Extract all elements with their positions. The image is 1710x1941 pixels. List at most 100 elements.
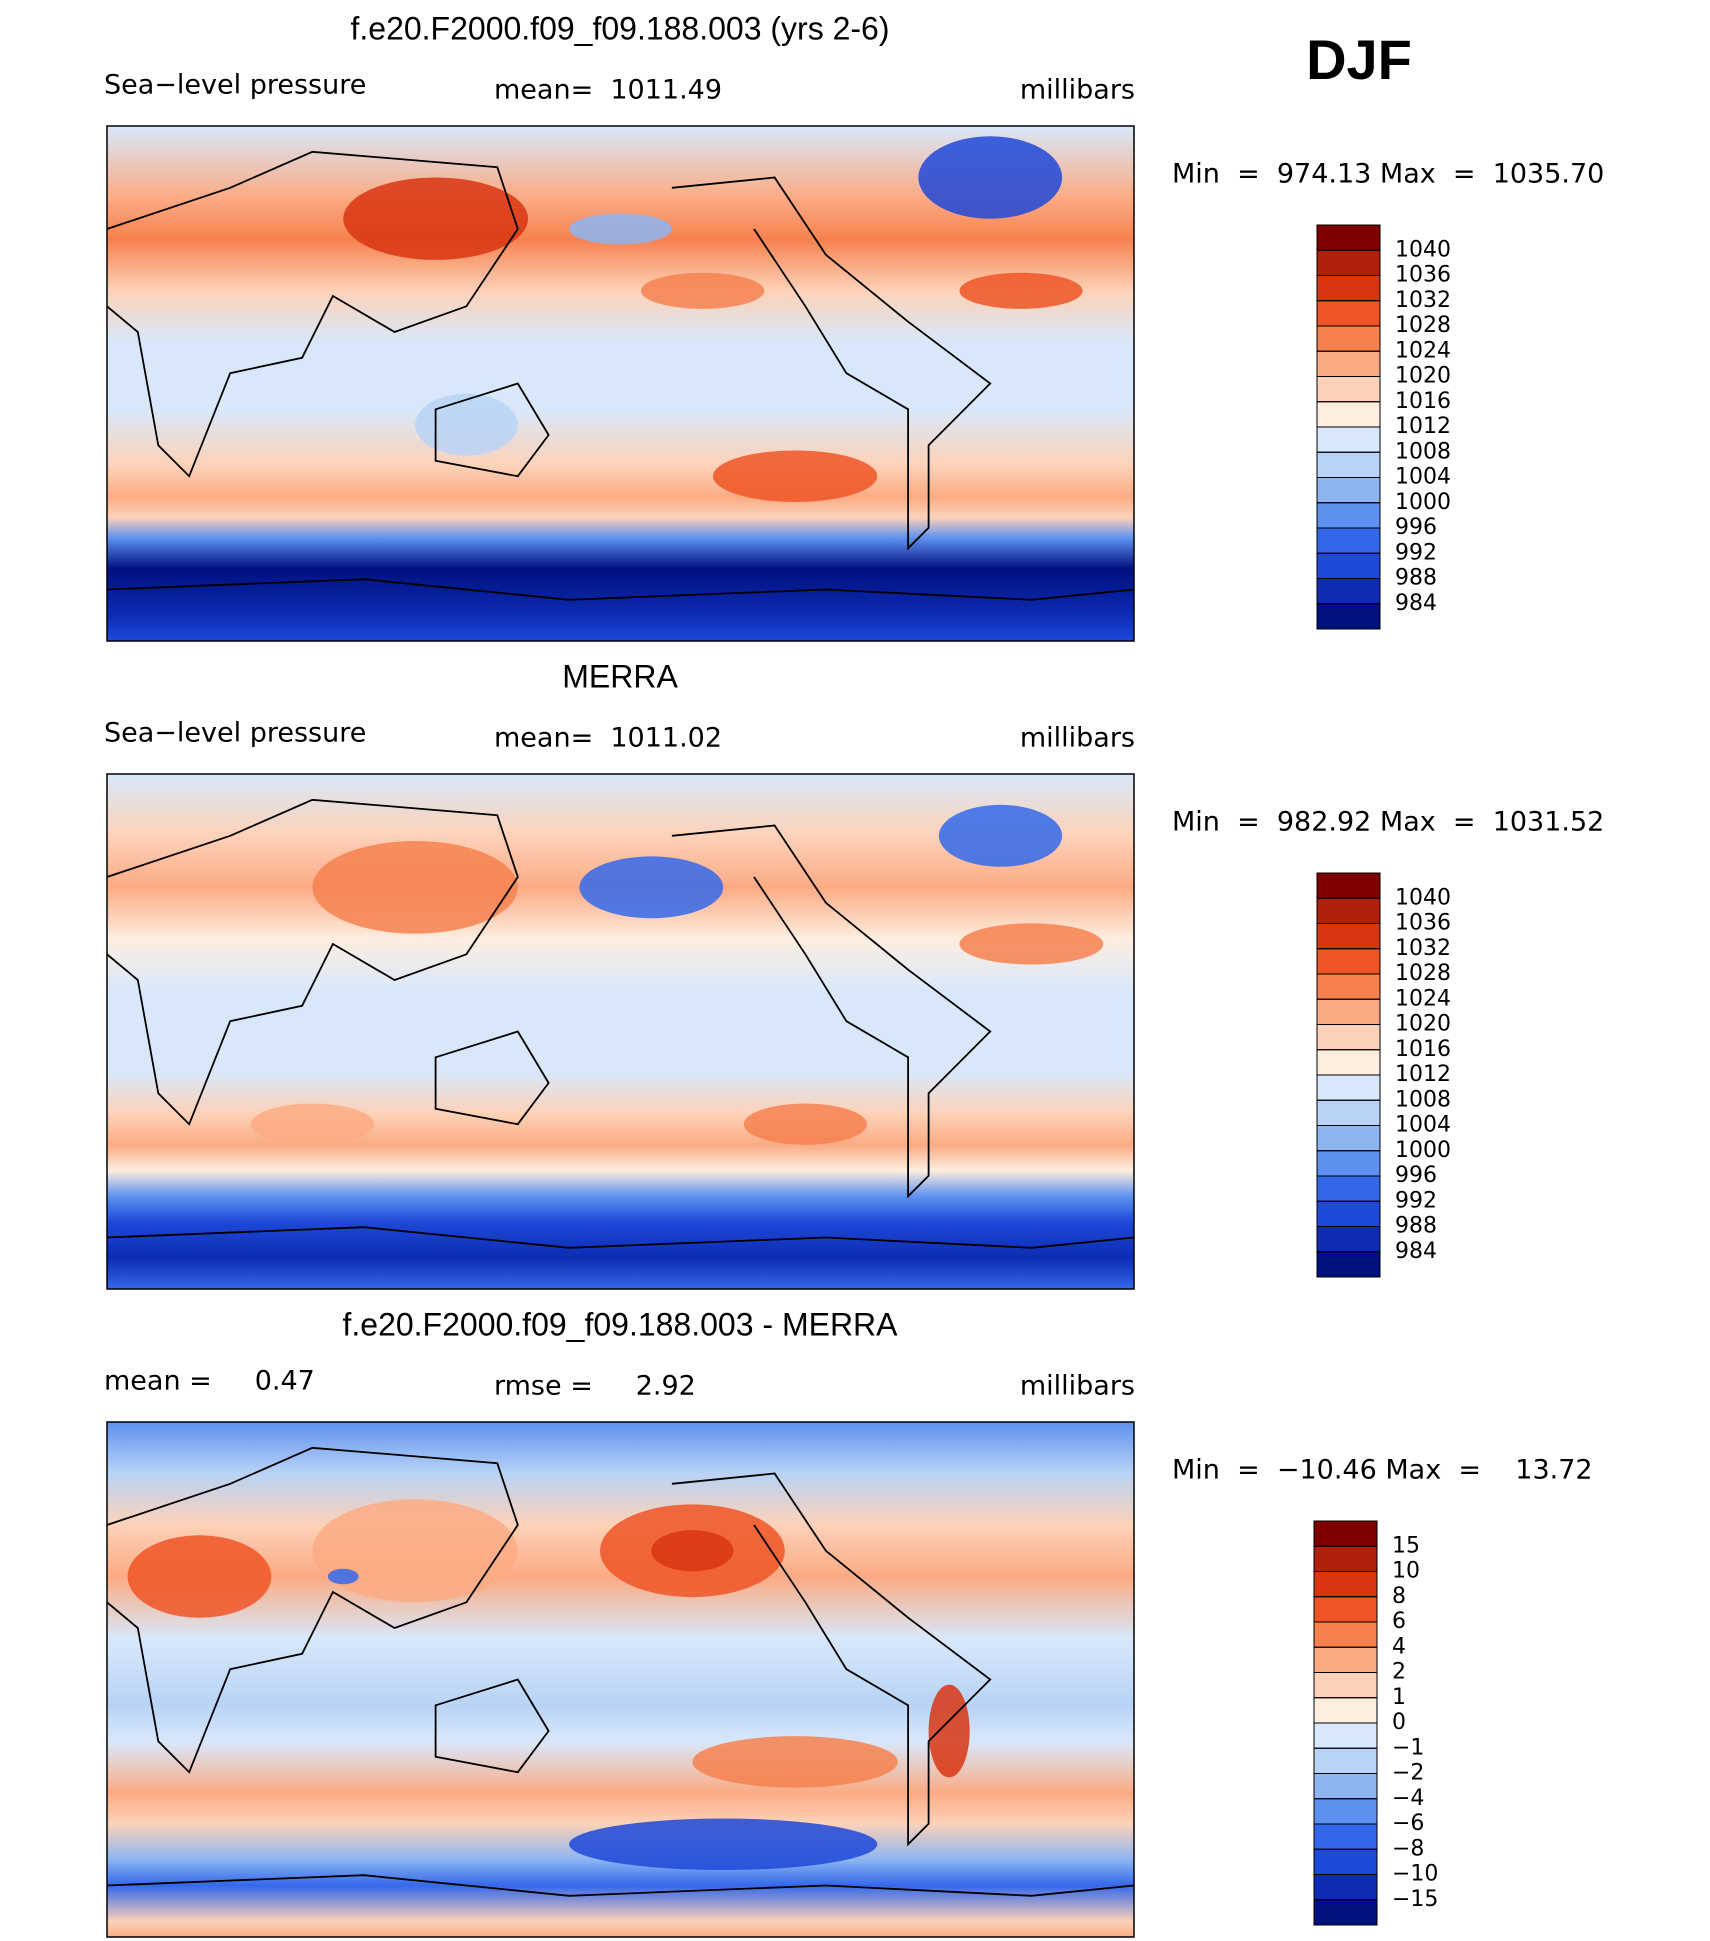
map-field <box>107 126 1134 641</box>
panel-title: f.e20.F2000.f09_f09.188.003 - MERRA <box>342 1306 898 1342</box>
map-frame <box>106 773 1135 1290</box>
min-max-label: Min = 974.13 Max = 1035.70 <box>1172 159 1604 190</box>
colorbar-label: 6 <box>1392 1609 1406 1634</box>
colorbar-box <box>1313 1672 1378 1699</box>
field-feature <box>641 272 765 309</box>
colorbar-box <box>1313 1621 1378 1648</box>
colorbar-label: 1036 <box>1395 263 1451 288</box>
field-feature <box>312 840 518 934</box>
colorbar-box <box>1316 224 1381 251</box>
colorbar-box <box>1316 1024 1381 1051</box>
colorbar-box <box>1316 1074 1381 1101</box>
center-label: mean= 1011.49 <box>494 75 722 106</box>
field-feature <box>959 923 1104 965</box>
colorbar-label: 1040 <box>1395 237 1451 262</box>
left-label: Sea−level pressure <box>104 718 366 749</box>
colorbar-box <box>1316 376 1381 403</box>
colorbar-box <box>1316 426 1381 453</box>
colorbar-box <box>1316 350 1381 377</box>
colorbar-box <box>1316 872 1381 899</box>
field-feature <box>743 1103 867 1145</box>
coastline <box>107 798 1134 1249</box>
colorbar-label: 1016 <box>1395 389 1451 414</box>
colorbar-label: 1008 <box>1395 439 1451 464</box>
colorbar-box <box>1313 1773 1378 1800</box>
colorbar-box <box>1316 1049 1381 1076</box>
field-feature <box>569 1818 878 1871</box>
colorbar-box <box>1313 1545 1378 1572</box>
colorbar-label: −4 <box>1392 1786 1424 1811</box>
colorbar-label: 1016 <box>1395 1037 1451 1062</box>
field-feature <box>938 804 1063 867</box>
left-label: Sea−level pressure <box>104 70 366 101</box>
field-feature <box>928 1684 970 1778</box>
center-label: mean= 1011.02 <box>494 723 722 754</box>
colorbar-label: 1004 <box>1395 465 1451 490</box>
colorbar-box <box>1313 1874 1378 1901</box>
colorbar-label: 1012 <box>1395 414 1451 439</box>
map-field <box>107 1422 1134 1937</box>
colorbar-box <box>1313 1798 1378 1825</box>
map-frame <box>106 125 1135 642</box>
colorbar-label: 988 <box>1395 1214 1437 1239</box>
colorbar-box <box>1316 948 1381 975</box>
field-feature <box>959 272 1083 309</box>
colorbar-label: 1040 <box>1395 885 1451 910</box>
colorbar-label: 984 <box>1395 591 1437 616</box>
field-feature <box>312 1499 518 1603</box>
colorbar-box <box>1313 1697 1378 1724</box>
colorbar-label: 992 <box>1395 540 1437 565</box>
colorbar-label: 1032 <box>1395 936 1451 961</box>
colorbar-label: 992 <box>1395 1188 1437 1213</box>
colorbar-box <box>1313 1646 1378 1673</box>
colorbar-box <box>1316 1099 1381 1126</box>
field-feature <box>343 177 529 260</box>
colorbar-label: 2 <box>1392 1660 1406 1685</box>
colorbar-label: 0 <box>1392 1710 1406 1735</box>
colorbar-box <box>1313 1596 1378 1623</box>
colorbar-box <box>1313 1848 1378 1875</box>
colorbar-box <box>1316 401 1381 428</box>
field-feature <box>569 213 672 245</box>
colorbar-box <box>1316 275 1381 302</box>
colorbar-box <box>1316 1175 1381 1202</box>
colorbar-box <box>1316 1125 1381 1152</box>
panel-title: MERRA <box>562 658 678 694</box>
field-feature <box>692 1736 898 1788</box>
colorbar-box <box>1316 603 1381 630</box>
colorbar-label: 1020 <box>1395 364 1451 389</box>
colorbar-label: −2 <box>1392 1761 1424 1786</box>
colorbar-box <box>1316 973 1381 1000</box>
map <box>106 1421 1135 1938</box>
colorbar-label: −8 <box>1392 1836 1424 1861</box>
colorbar-box <box>1316 1251 1381 1278</box>
coastline <box>107 1446 1134 1897</box>
map-field <box>107 774 1134 1289</box>
colorbar-label: 1036 <box>1395 911 1451 936</box>
map <box>106 773 1135 1290</box>
colorbar-label: 1032 <box>1395 288 1451 313</box>
colorbar-box <box>1313 1823 1378 1850</box>
colorbar-box <box>1316 300 1381 327</box>
colorbar-box <box>1316 1226 1381 1253</box>
colorbar-box <box>1316 1200 1381 1227</box>
field-feature <box>918 136 1063 219</box>
coastline <box>107 150 1134 601</box>
colorbar-box <box>1316 249 1381 276</box>
colorbar-label: 1028 <box>1395 313 1451 338</box>
colorbar-box <box>1316 477 1381 504</box>
field-feature <box>415 393 518 456</box>
map-frame <box>106 1421 1135 1938</box>
colorbar-label: 1000 <box>1395 1138 1451 1163</box>
colorbar-label: 1008 <box>1395 1087 1451 1112</box>
units-label: millibars <box>1020 1371 1135 1402</box>
colorbar-label: 15 <box>1392 1533 1420 1558</box>
colorbar-label: 988 <box>1395 566 1437 591</box>
colorbar-label: 1020 <box>1395 1012 1451 1037</box>
season-label: DJF <box>1306 28 1412 91</box>
colorbar-box <box>1316 897 1381 924</box>
colorbar-label: 996 <box>1395 515 1437 540</box>
left-label: mean = 0.47 <box>104 1366 315 1397</box>
colorbar-label: −1 <box>1392 1735 1424 1760</box>
colorbar-box <box>1316 451 1381 478</box>
